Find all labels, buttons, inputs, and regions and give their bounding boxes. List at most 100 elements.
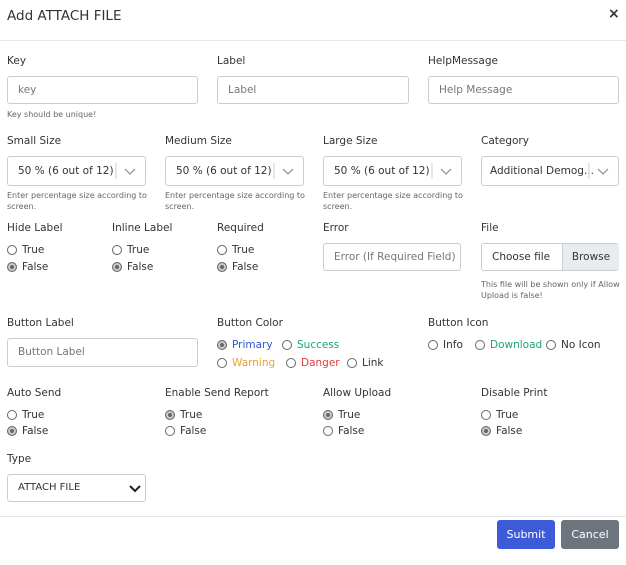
radio-label: Download <box>490 339 543 351</box>
radio-label: False <box>338 425 365 437</box>
radio[interactable] <box>217 262 227 272</box>
radio-label: False <box>180 425 207 437</box>
radio-option[interactable]: False <box>112 261 153 273</box>
radio[interactable] <box>286 358 296 368</box>
radio-label: True <box>22 244 45 256</box>
radio[interactable] <box>481 426 491 436</box>
divider <box>0 516 626 517</box>
submit-button[interactable]: Submit <box>497 520 555 549</box>
radio[interactable] <box>323 426 333 436</box>
radio-option[interactable]: True <box>323 409 360 421</box>
radio-option[interactable]: No Icon <box>546 339 601 351</box>
browse-button[interactable]: Browse <box>562 244 619 270</box>
radio[interactable] <box>428 340 438 350</box>
field-label: Hide Label <box>7 222 63 234</box>
radio-label: True <box>127 244 150 256</box>
select[interactable]: Additional Demog... <box>481 156 619 186</box>
field-label: Button Label <box>7 317 74 329</box>
select-value: 50 % (6 out of 12) <box>176 165 272 177</box>
radio-option[interactable]: False <box>7 425 48 437</box>
radio[interactable] <box>165 426 175 436</box>
radio-label: True <box>338 409 361 421</box>
close-button[interactable]: × <box>608 6 620 22</box>
radio-option[interactable]: Danger <box>286 357 340 369</box>
radio-option[interactable]: True <box>481 409 518 421</box>
select[interactable]: 50 % (6 out of 12) <box>165 156 304 186</box>
radio[interactable] <box>475 340 485 350</box>
field-label: Large Size <box>323 135 378 147</box>
help-text: Enter percentage size according to scree… <box>7 191 147 211</box>
radio[interactable] <box>481 410 491 420</box>
radio[interactable] <box>217 358 227 368</box>
radio-label: True <box>496 409 519 421</box>
field-label: Label <box>217 55 246 67</box>
text-input[interactable]: Button Label <box>7 338 198 367</box>
radio-label: Link <box>362 357 384 369</box>
radio-label: False <box>127 261 154 273</box>
select-value: ATTACH FILE <box>18 482 81 493</box>
radio-option[interactable]: True <box>165 409 202 421</box>
radio[interactable] <box>347 358 357 368</box>
radio[interactable] <box>546 340 556 350</box>
radio[interactable] <box>7 426 17 436</box>
radio-option[interactable]: False <box>217 261 258 273</box>
radio-label: Success <box>297 339 340 351</box>
radio-option[interactable]: True <box>217 244 254 256</box>
radio-label: Info <box>443 339 463 351</box>
field-label: Small Size <box>7 135 62 147</box>
radio-option[interactable]: Link <box>347 357 384 369</box>
radio[interactable] <box>323 410 333 420</box>
file-placeholder: Choose file <box>492 251 551 263</box>
field-label: Auto Send <box>7 387 62 399</box>
select-indicator <box>431 163 452 179</box>
field-label: Disable Print <box>481 387 548 399</box>
field-label: Enable Send Report <box>165 387 269 399</box>
help-text: Enter percentage size according to scree… <box>165 191 305 211</box>
field-label: Key <box>7 55 27 67</box>
radio-label: True <box>232 244 255 256</box>
radio[interactable] <box>7 410 17 420</box>
radio-option[interactable]: Download <box>475 339 542 351</box>
radio-label: Warning <box>232 357 276 369</box>
divider <box>0 40 626 41</box>
radio-option[interactable]: False <box>481 425 522 437</box>
radio-label: False <box>22 261 49 273</box>
select-value: 50 % (6 out of 12) <box>334 165 430 177</box>
radio-option[interactable]: False <box>7 261 48 273</box>
radio-option[interactable]: Warning <box>217 357 275 369</box>
radio[interactable] <box>7 245 17 255</box>
select-indicator <box>115 163 136 179</box>
radio-option[interactable]: Info <box>428 339 463 351</box>
radio-option[interactable]: True <box>112 244 149 256</box>
field-label: Allow Upload <box>323 387 392 399</box>
radio[interactable] <box>217 340 227 350</box>
radio-label: False <box>22 425 49 437</box>
text-input[interactable]: key <box>7 76 198 104</box>
field-label: Required <box>217 222 264 234</box>
radio-label: Primary <box>232 339 273 351</box>
field-label: Error <box>323 222 349 234</box>
cancel-button[interactable]: Cancel <box>561 520 619 549</box>
select-indicator <box>273 163 294 179</box>
radio[interactable] <box>217 245 227 255</box>
radio[interactable] <box>282 340 292 350</box>
help-text: This file will be shown only if Allow Up… <box>481 280 620 300</box>
help-text: Key should be unique! <box>7 110 97 119</box>
field-label: Inline Label <box>112 222 173 234</box>
text-input[interactable]: Help Message <box>428 76 619 104</box>
radio-option[interactable]: False <box>323 425 364 437</box>
radio[interactable] <box>112 245 122 255</box>
radio[interactable] <box>7 262 17 272</box>
text-input[interactable]: Label <box>217 76 409 104</box>
radio-option[interactable]: True <box>7 244 44 256</box>
select[interactable]: 50 % (6 out of 12) <box>7 156 146 186</box>
radio-option[interactable]: True <box>7 409 44 421</box>
radio-option[interactable]: False <box>165 425 206 437</box>
radio[interactable] <box>165 410 175 420</box>
radio-option[interactable]: Success <box>282 339 339 351</box>
text-input[interactable]: Error (If Required Field) <box>323 243 461 271</box>
select[interactable]: ATTACH FILE <box>7 474 146 502</box>
radio[interactable] <box>112 262 122 272</box>
select[interactable]: 50 % (6 out of 12) <box>323 156 462 186</box>
radio-option[interactable]: Primary <box>217 339 273 351</box>
